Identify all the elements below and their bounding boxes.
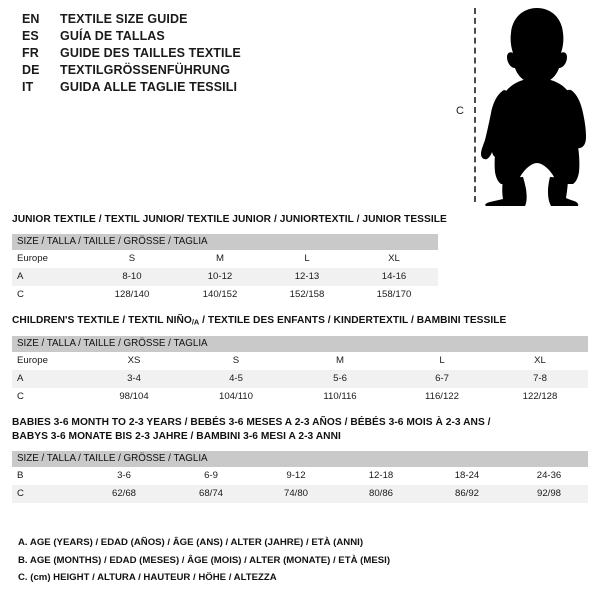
cell: L xyxy=(264,250,350,268)
children-table-title: CHILDREN'S TEXTILE / TEXTIL NIÑO/A / TEX… xyxy=(12,314,588,329)
footnote-a: A. AGE (YEARS) / EDAD (AÑOS) / ÂGE (ANS)… xyxy=(18,537,364,548)
childrens-textile-section: CHILDREN'S TEXTILE / TEXTIL NIÑO/A / TEX… xyxy=(12,314,589,407)
cell: 158/170 xyxy=(350,286,439,304)
cell: 140/152 xyxy=(176,286,264,304)
babies-table-title-line1: BABIES 3-6 MONTH TO 2-3 YEARS / BEBÉS 3-… xyxy=(12,417,491,428)
children-title-subscript: /A xyxy=(191,317,200,327)
cell: 3-6 xyxy=(80,467,168,485)
cell: XS xyxy=(84,352,184,371)
language-row: EN TEXTILE SIZE GUIDE xyxy=(22,12,422,29)
height-dashed-line xyxy=(474,8,476,202)
cell: 86/92 xyxy=(424,485,510,503)
table-header-row: SIZE / TALLA / TAILLE / GRÖSSE / TAGLIA xyxy=(12,451,589,467)
cell: 18-24 xyxy=(424,467,510,485)
table-row: C 98/104 104/110 110/116 116/122 122/128 xyxy=(12,388,589,407)
cell: 6-7 xyxy=(392,370,492,389)
row-label: Europe xyxy=(12,352,84,371)
cell: 110/116 xyxy=(288,388,392,407)
language-row: FR GUIDE DES TAILLES TEXTILE xyxy=(22,46,422,63)
babies-table-title-line2: BABYS 3-6 MONATE BIS 2-3 JAHRE / BAMBINI… xyxy=(12,431,341,442)
language-title-block: EN TEXTILE SIZE GUIDE ES GUÍA DE TALLAS … xyxy=(22,12,422,97)
language-row: DE TEXTILGRÖSSENFÜHRUNG xyxy=(22,63,422,80)
cell: L xyxy=(392,352,492,371)
babies-textile-section: BABIES 3-6 MONTH TO 2-3 YEARS / BEBÉS 3-… xyxy=(12,416,589,503)
row-label: Europe xyxy=(12,250,88,268)
cell: XL xyxy=(492,352,589,371)
cell: 5-6 xyxy=(288,370,392,389)
cell: 98/104 xyxy=(84,388,184,407)
language-title: TEXTILE SIZE GUIDE xyxy=(60,12,188,26)
footnote-b: B. AGE (MONTHS) / EDAD (MESES) / ÂGE (MO… xyxy=(18,554,391,566)
cell: 104/110 xyxy=(184,388,288,407)
cell: 7-8 xyxy=(492,370,589,389)
cell: S xyxy=(88,250,176,268)
cell: M xyxy=(288,352,392,371)
table-row: C 62/68 68/74 74/80 80/86 86/92 92/98 xyxy=(12,485,589,503)
language-code: DE xyxy=(22,63,40,77)
language-code: EN xyxy=(22,12,40,26)
children-title-part1: CHILDREN'S TEXTILE / TEXTIL NIÑO xyxy=(12,315,192,326)
cell: 24-36 xyxy=(510,467,589,485)
row-label: A xyxy=(12,370,84,389)
size-header-bar: SIZE / TALLA / TAILLE / GRÖSSE / TAGLIA xyxy=(12,451,589,467)
cell: 122/128 xyxy=(492,388,589,407)
cell: 74/80 xyxy=(254,485,338,503)
language-code: IT xyxy=(22,80,34,94)
table-row: Europe S M L XL xyxy=(12,250,439,268)
child-silhouette-icon xyxy=(481,8,586,206)
row-label: B xyxy=(12,467,80,485)
legend-footnotes: A. AGE (YEARS) / EDAD (AÑOS) / ÂGE (ANS)… xyxy=(18,534,578,587)
cell: S xyxy=(184,352,288,371)
language-title: GUIDA ALLE TAGLIE TESSILI xyxy=(60,80,238,94)
size-header-bar: SIZE / TALLA / TAILLE / GRÖSSE / TAGLIA xyxy=(12,336,589,353)
cell: 6-9 xyxy=(168,467,254,485)
size-header-bar: SIZE / TALLA / TAILLE / GRÖSSE / TAGLIA xyxy=(12,234,439,250)
babies-size-table: SIZE / TALLA / TAILLE / GRÖSSE / TAGLIA … xyxy=(12,451,589,503)
table-row: B 3-6 6-9 9-12 12-18 18-24 24-36 xyxy=(12,467,589,485)
table-row: A 3-4 4-5 5-6 6-7 7-8 xyxy=(12,370,589,389)
row-label: C xyxy=(12,485,80,503)
junior-size-table: SIZE / TALLA / TAILLE / GRÖSSE / TAGLIA … xyxy=(12,234,439,304)
children-title-part2: / TEXTILE DES ENFANTS / KINDERTEXTIL / B… xyxy=(199,315,507,326)
height-label-c: C xyxy=(456,105,464,117)
cell: 116/122 xyxy=(392,388,492,407)
language-code: FR xyxy=(22,46,39,60)
row-label: C xyxy=(12,388,84,407)
junior-textile-section: JUNIOR TEXTILE / TEXTIL JUNIOR/ TEXTILE … xyxy=(12,213,447,304)
table-header-row: SIZE / TALLA / TAILLE / GRÖSSE / TAGLIA xyxy=(12,336,589,353)
junior-table-title: JUNIOR TEXTILE / TEXTIL JUNIOR/ TEXTILE … xyxy=(12,214,447,225)
cell: 152/158 xyxy=(264,286,350,304)
cell: 128/140 xyxy=(88,286,176,304)
table-row: Europe XS S M L XL xyxy=(12,352,589,371)
cell: 4-5 xyxy=(184,370,288,389)
language-title: GUIDE DES TAILLES TEXTILE xyxy=(60,46,241,60)
cell: 14-16 xyxy=(350,268,439,286)
table-row: A 8-10 10-12 12-13 14-16 xyxy=(12,268,439,286)
row-label: C xyxy=(12,286,88,304)
language-title: TEXTILGRÖSSENFÜHRUNG xyxy=(60,63,231,77)
cell: 9-12 xyxy=(254,467,338,485)
cell: 92/98 xyxy=(510,485,589,503)
cell: 12-13 xyxy=(264,268,350,286)
children-size-table: SIZE / TALLA / TAILLE / GRÖSSE / TAGLIA … xyxy=(12,336,589,407)
language-code: ES xyxy=(22,29,39,43)
footnote-c: C. (cm) HEIGHT / ALTURA / HAUTEUR / HÖHE… xyxy=(18,572,277,583)
language-title: GUÍA DE TALLAS xyxy=(60,29,165,43)
row-label: A xyxy=(12,268,88,286)
cell: 62/68 xyxy=(80,485,168,503)
cell: 10-12 xyxy=(176,268,264,286)
cell: 3-4 xyxy=(84,370,184,389)
cell: 80/86 xyxy=(338,485,424,503)
language-row: IT GUIDA ALLE TAGLIE TESSILI xyxy=(22,80,422,97)
cell: 8-10 xyxy=(88,268,176,286)
cell: M xyxy=(176,250,264,268)
height-measurement-figure: C xyxy=(450,0,600,210)
cell: XL xyxy=(350,250,439,268)
table-row: C 128/140 140/152 152/158 158/170 xyxy=(12,286,439,304)
cell: 12-18 xyxy=(338,467,424,485)
language-row: ES GUÍA DE TALLAS xyxy=(22,29,422,46)
cell: 68/74 xyxy=(168,485,254,503)
table-header-row: SIZE / TALLA / TAILLE / GRÖSSE / TAGLIA xyxy=(12,234,439,250)
